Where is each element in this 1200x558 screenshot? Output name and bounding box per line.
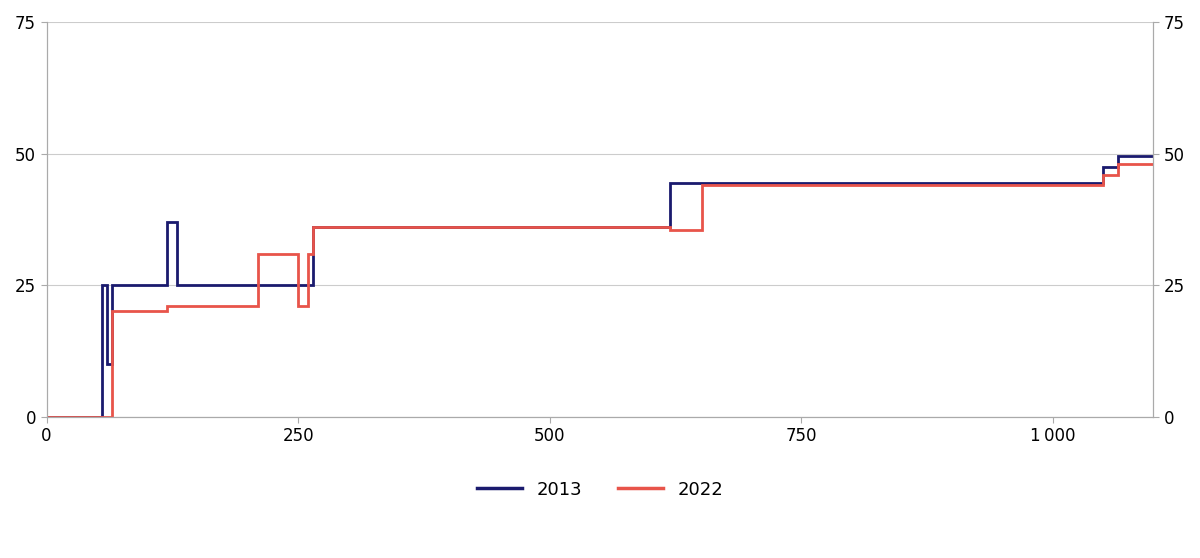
- 2022: [1146, 161, 1160, 167]
- 2022: [664, 227, 678, 233]
- 2022: [664, 224, 678, 230]
- 2022: [251, 250, 265, 257]
- 2013: [160, 219, 174, 225]
- 2022: [301, 250, 316, 257]
- 2013: [664, 224, 678, 230]
- 2013: [170, 282, 185, 288]
- 2013: [1111, 153, 1126, 160]
- 2022: [251, 303, 265, 310]
- 2022: [290, 250, 305, 257]
- 2013: [95, 282, 109, 288]
- 2013: [1096, 179, 1110, 186]
- 2013: [1146, 153, 1160, 160]
- 2013: [100, 282, 114, 288]
- 2022: [160, 308, 174, 315]
- Line: 2022: 2022: [47, 164, 1153, 417]
- Legend: 2013, 2022: 2013, 2022: [469, 474, 731, 506]
- 2013: [40, 413, 54, 420]
- 2022: [1111, 171, 1126, 178]
- 2013: [1146, 153, 1160, 160]
- 2013: [170, 219, 185, 225]
- 2022: [104, 413, 119, 420]
- 2022: [306, 250, 320, 257]
- 2022: [1111, 161, 1126, 167]
- 2022: [290, 303, 305, 310]
- 2013: [104, 282, 119, 288]
- 2022: [301, 303, 316, 310]
- 2022: [40, 413, 54, 420]
- 2022: [1146, 161, 1160, 167]
- 2013: [664, 179, 678, 186]
- 2013: [306, 282, 320, 288]
- 2013: [1111, 163, 1126, 170]
- Line: 2013: 2013: [47, 156, 1153, 417]
- 2013: [160, 282, 174, 288]
- 2022: [306, 224, 320, 230]
- 2022: [695, 227, 709, 233]
- 2022: [104, 308, 119, 315]
- 2022: [1096, 182, 1110, 189]
- 2013: [95, 413, 109, 420]
- 2013: [306, 224, 320, 230]
- 2022: [1096, 171, 1110, 178]
- 2013: [1096, 163, 1110, 170]
- 2013: [100, 360, 114, 367]
- 2013: [104, 360, 119, 367]
- 2022: [160, 303, 174, 310]
- 2022: [695, 182, 709, 189]
